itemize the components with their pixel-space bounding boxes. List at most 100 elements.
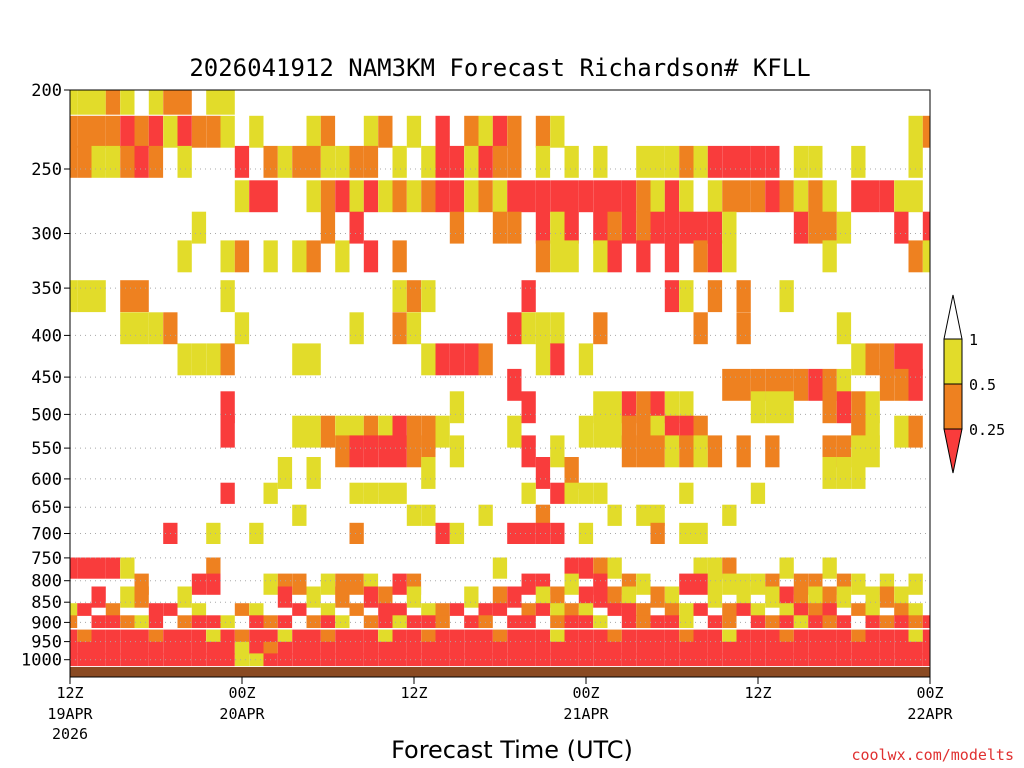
heatmap-cell	[70, 145, 78, 178]
heatmap-cell	[77, 145, 92, 178]
x-tick-label: 2026	[52, 725, 88, 743]
heatmap-cell	[120, 312, 135, 345]
heatmap-cell	[378, 629, 393, 643]
heatmap-cell	[664, 145, 680, 178]
heatmap-cell	[550, 615, 565, 628]
heatmap-cell	[70, 280, 78, 313]
heatmap-cell	[650, 522, 665, 544]
heatmap-cell	[779, 603, 794, 616]
heatmap-cell	[650, 653, 665, 667]
heatmap-cell	[750, 603, 766, 616]
heatmap-cell	[220, 391, 235, 424]
heatmap-cell	[894, 603, 909, 616]
legend-swatch-high	[943, 338, 963, 385]
heatmap-cell	[478, 343, 493, 376]
heatmap-cell	[564, 482, 579, 504]
heatmap-cell	[292, 603, 307, 616]
legend-arrow-low	[943, 428, 963, 474]
heatmap-cell	[793, 180, 809, 213]
heatmap-cell	[908, 343, 923, 376]
heatmap-cell	[378, 586, 393, 608]
heatmap-cell	[564, 180, 579, 213]
y-tick-label-900: 900	[31, 613, 62, 633]
heatmap-cell	[894, 415, 909, 448]
heatmap-cell	[836, 586, 852, 608]
heatmap-cell	[363, 586, 379, 608]
heatmap-cell	[736, 629, 751, 643]
heatmap-cell	[793, 211, 809, 244]
heatmap-cell	[449, 180, 465, 213]
heatmap-cell	[91, 90, 106, 115]
heatmap-cell	[449, 629, 465, 643]
heatmap-cell	[535, 586, 551, 608]
heatmap-cell	[435, 115, 450, 148]
heatmap-cell	[234, 312, 250, 345]
heatmap-cell	[707, 240, 723, 273]
heatmap-cell	[177, 90, 192, 115]
heatmap-cell	[535, 629, 551, 643]
heatmap-cell	[134, 312, 149, 345]
heatmap-cell	[736, 180, 751, 213]
heatmap-cell	[707, 629, 723, 643]
heatmap-cell	[464, 641, 479, 655]
heatmap-cell	[851, 603, 866, 616]
x-tick-label: 19APR	[47, 705, 93, 723]
heatmap-cell	[722, 180, 737, 213]
heatmap-cell	[851, 457, 866, 489]
y-tick-label-450: 450	[31, 368, 62, 388]
legend-swatch-mid	[943, 383, 963, 430]
heatmap-cell	[363, 615, 379, 628]
heatmap-cell	[449, 641, 465, 655]
heatmap-cell	[120, 145, 135, 178]
heatmap-cell	[349, 641, 364, 655]
heatmap-cell	[578, 343, 594, 376]
heatmap-cell	[292, 415, 307, 448]
heatmap-cell	[679, 653, 694, 667]
heatmap-cell	[148, 603, 164, 616]
heatmap-cell	[478, 603, 493, 616]
x-tick-label: 21APR	[563, 705, 609, 723]
heatmap-cell	[851, 343, 866, 376]
heatmap-cell	[120, 557, 135, 579]
heatmap-cell	[636, 504, 651, 526]
heatmap-cell	[607, 504, 622, 526]
y-tick-label-250: 250	[31, 160, 62, 180]
heatmap-cell	[320, 115, 336, 148]
heatmap-cell	[722, 629, 737, 643]
heatmap-cell	[77, 90, 92, 115]
heatmap-cell	[134, 586, 149, 608]
x-axis-title: Forecast Time (UTC)	[391, 736, 633, 764]
heatmap-cell	[191, 615, 207, 628]
heatmap-cell	[449, 343, 465, 376]
heatmap-cell	[120, 90, 135, 115]
y-axis-ticks: 200 250 300 350 400 450 500 550 600 650 700 750 8008…	[21, 81, 70, 671]
heatmap-cell	[736, 312, 751, 345]
heatmap-cell	[836, 457, 852, 489]
heatmap-cell	[320, 415, 336, 448]
heatmap-cell	[865, 586, 880, 608]
heatmap-cell	[449, 145, 465, 178]
heatmap-cell	[206, 641, 221, 655]
heatmap-cell	[406, 615, 422, 628]
legend: 1 0.5 0.25	[943, 294, 1005, 474]
heatmap-cell	[908, 180, 923, 213]
heatmap-cell	[421, 603, 436, 616]
heatmap-cell	[206, 343, 221, 376]
heatmap-cell	[70, 603, 78, 616]
heatmap-cell	[263, 615, 278, 628]
heatmap-cell	[349, 145, 364, 178]
heatmap-cell	[306, 457, 321, 489]
heatmap-cell	[865, 615, 880, 628]
heatmap-cell	[750, 641, 766, 655]
heatmap-cell	[392, 180, 407, 213]
heatmap-cell	[621, 180, 637, 213]
heatmap-cell	[435, 145, 450, 178]
heatmap-cell	[177, 145, 192, 178]
heatmap-cell	[349, 629, 364, 643]
heatmap-cell	[378, 115, 393, 148]
heatmap-cell	[865, 391, 880, 424]
heatmap-cell	[593, 211, 608, 244]
heatmap-cell	[105, 115, 121, 148]
heatmap-cell	[70, 615, 78, 628]
heatmap-cell	[693, 145, 708, 178]
